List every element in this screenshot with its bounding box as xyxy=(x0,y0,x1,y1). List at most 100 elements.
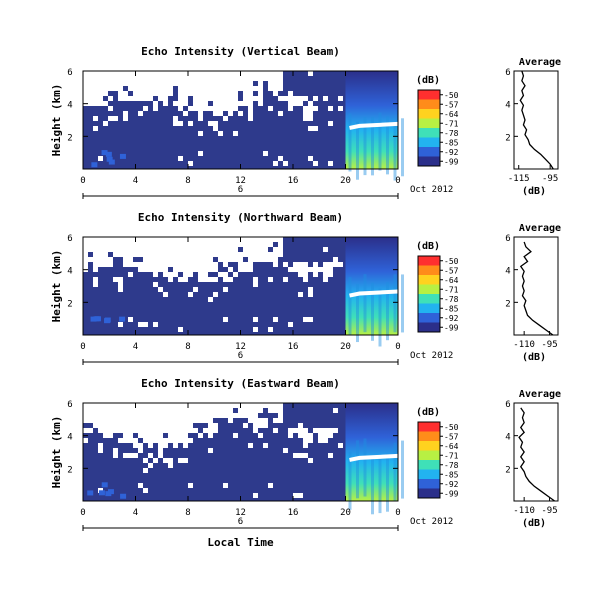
echo-plume xyxy=(393,122,397,181)
cloud-gap-cell xyxy=(248,443,253,448)
cloud-gap-cell xyxy=(138,86,143,91)
cloud-gap-cell xyxy=(148,242,153,247)
cloud-gap-cell xyxy=(178,71,183,76)
cloud-gap-cell xyxy=(268,327,273,332)
cloud-gap-cell xyxy=(173,81,178,86)
average-title: Average xyxy=(519,223,561,234)
colorbar-swatch xyxy=(418,137,440,148)
cloud-gap-cell xyxy=(113,428,118,433)
y-axis-label: Height (km) xyxy=(50,416,63,489)
cloud-gap-cell xyxy=(163,267,168,272)
cloud-gap-cell xyxy=(178,408,183,413)
cloud-gap-cell xyxy=(203,428,208,433)
echo-plume xyxy=(363,274,367,333)
cloud-gap-cell xyxy=(173,121,178,126)
cloud-gap-cell xyxy=(93,282,98,287)
x-tick-label: 8 xyxy=(185,508,190,518)
cloud-gap-cell xyxy=(323,438,328,443)
cloud-gap-cell xyxy=(88,242,93,247)
cloud-gap-cell xyxy=(188,91,193,96)
cloud-gap-cell xyxy=(258,408,263,413)
x-tick-label: 20 xyxy=(340,342,351,352)
cloud-gap-cell xyxy=(213,267,218,272)
cloud-gap-cell xyxy=(323,433,328,438)
colorbar-swatch xyxy=(418,294,440,304)
cloud-gap-cell xyxy=(193,101,198,106)
cloud-gap-cell xyxy=(153,272,158,277)
x-tick-label: 16 xyxy=(288,342,299,352)
cloud-gap-cell xyxy=(123,91,128,96)
cloud-gap-cell xyxy=(158,418,163,423)
cloud-gap-cell xyxy=(118,403,123,408)
cloud-gap-cell xyxy=(278,111,283,116)
cloud-gap-cell xyxy=(253,493,258,498)
cloud-gap-cell xyxy=(108,418,113,423)
cloud-gap-cell xyxy=(258,86,263,91)
cloud-gap-cell xyxy=(198,242,203,247)
cloud-gap-cell xyxy=(183,408,188,413)
cloud-gap-cell xyxy=(218,101,223,106)
average-y-tick-label: 2 xyxy=(505,133,510,143)
cloud-gap-cell xyxy=(228,76,233,81)
cloud-gap-cell xyxy=(228,242,233,247)
cloud-gap-cell xyxy=(83,91,88,96)
cloud-gap-cell xyxy=(168,413,173,418)
cloud-gap-cell xyxy=(148,423,153,428)
cloud-gap-cell xyxy=(83,242,88,247)
cloud-gap-cell xyxy=(223,408,228,413)
cloud-gap-cell xyxy=(98,91,103,96)
cloud-gap-cell xyxy=(83,257,88,262)
x-tick-label: 12 xyxy=(235,508,246,518)
cloud-gap-cell xyxy=(153,408,158,413)
colorbar-swatch xyxy=(418,460,440,470)
cloud-gap-cell xyxy=(213,237,218,242)
cloud-gap-cell xyxy=(148,438,153,443)
cloud-gap-cell xyxy=(88,91,93,96)
cloud-gap-cell xyxy=(243,91,248,96)
cloud-gap-cell xyxy=(298,292,303,297)
cloud-gap-cell xyxy=(308,433,313,438)
cloud-gap-cell xyxy=(198,111,203,116)
cloud-gap-cell xyxy=(88,101,93,106)
low-echo-patch xyxy=(101,150,108,156)
cloud-gap-cell xyxy=(238,262,243,267)
cloud-gap-cell xyxy=(178,76,183,81)
cloud-gap-cell xyxy=(123,403,128,408)
cloud-gap-cell xyxy=(128,413,133,418)
cloud-gap-cell xyxy=(193,403,198,408)
cloud-gap-cell xyxy=(93,408,98,413)
cloud-gap-cell xyxy=(133,86,138,91)
cloud-gap-cell xyxy=(173,443,178,448)
colorbar-tick-label: -50 xyxy=(444,91,459,100)
cloud-gap-cell xyxy=(278,96,283,101)
cloud-gap-cell xyxy=(183,277,188,282)
low-echo-patch xyxy=(120,493,127,499)
cloud-gap-cell xyxy=(273,237,278,242)
melting-layer-band xyxy=(349,289,399,298)
cloud-gap-cell xyxy=(268,257,273,262)
cloud-gap-cell xyxy=(248,267,253,272)
cloud-gap-cell xyxy=(258,96,263,101)
cloud-gap-cell xyxy=(148,71,153,76)
cloud-gap-cell xyxy=(178,262,183,267)
cloud-gap-cell xyxy=(83,413,88,418)
x-tick-label: 4 xyxy=(133,342,138,352)
x-tick-label: 0 xyxy=(395,342,400,352)
cloud-gap-cell xyxy=(93,413,98,418)
cloud-gap-cell xyxy=(158,287,163,292)
cloud-gap-cell xyxy=(143,403,148,408)
cloud-gap-cell xyxy=(153,438,158,443)
cloud-gap-cell xyxy=(173,71,178,76)
y-tick-label: 4 xyxy=(67,101,72,111)
cloud-gap-cell xyxy=(253,418,258,423)
cloud-gap-cell xyxy=(93,81,98,86)
cloud-gap-cell xyxy=(193,287,198,292)
x-tick-label: 8 xyxy=(185,342,190,352)
cloud-gap-cell xyxy=(183,418,188,423)
cloud-gap-cell xyxy=(258,71,263,76)
cloud-gap-cell xyxy=(128,76,133,81)
cloud-gap-cell xyxy=(203,71,208,76)
cloud-gap-cell xyxy=(248,408,253,413)
cloud-gap-cell xyxy=(248,262,253,267)
cloud-gap-cell xyxy=(138,448,143,453)
